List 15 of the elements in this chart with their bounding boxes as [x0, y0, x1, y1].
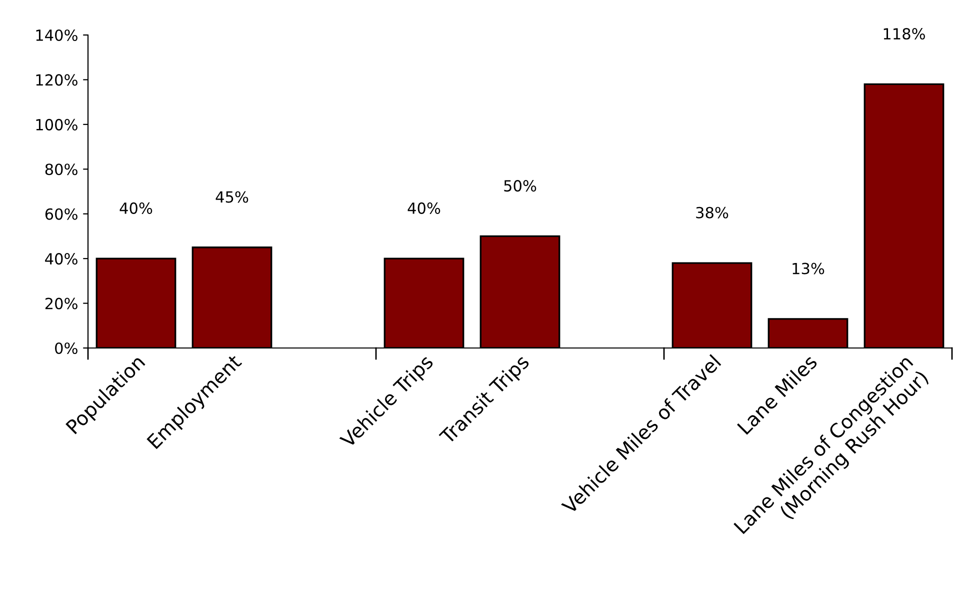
data-label: 50%: [504, 180, 536, 192]
y-tick-label: 100%: [36, 118, 78, 130]
data-label: 13%: [792, 262, 824, 274]
y-tick-label: 120%: [36, 74, 78, 86]
data-label: 38%: [696, 206, 728, 218]
y-tick-label: 60%: [45, 208, 78, 220]
y-tick-label: 0%: [55, 342, 78, 354]
y-tick-label: 140%: [36, 29, 78, 42]
data-label: 40%: [408, 202, 440, 214]
y-tick-label: 40%: [45, 253, 78, 265]
data-label: 45%: [216, 191, 248, 203]
data-label: 40%: [120, 202, 152, 214]
data-label: 118%: [884, 28, 925, 40]
y-tick-label: 20%: [45, 298, 78, 310]
y-tick-label: 80%: [45, 164, 78, 176]
